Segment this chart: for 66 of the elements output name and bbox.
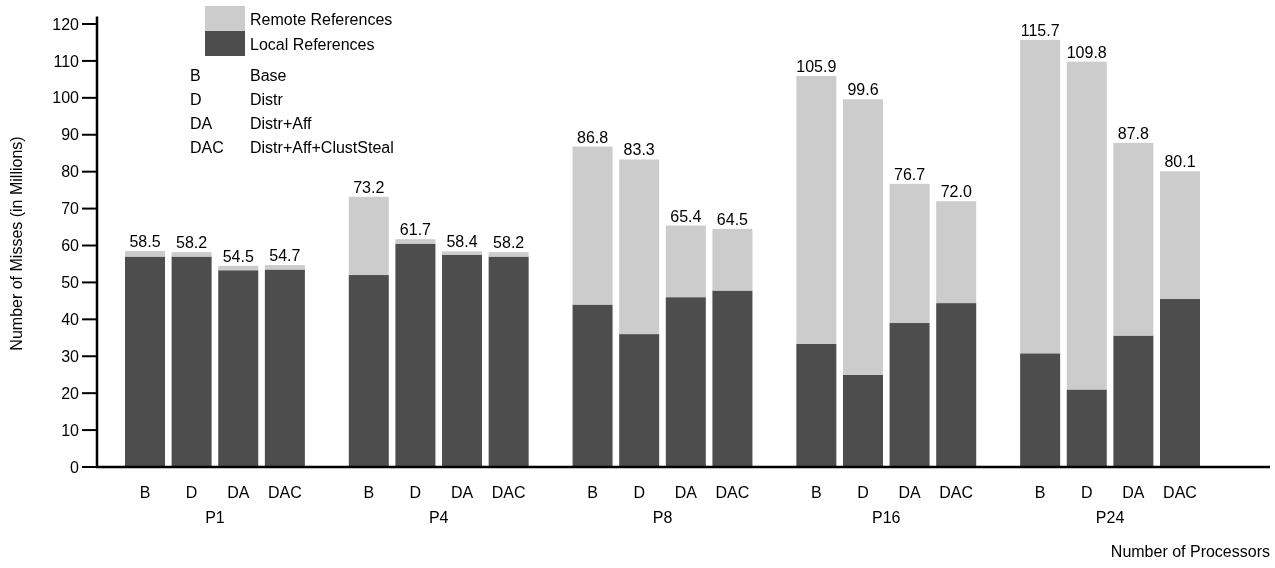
total-label: 72.0 — [940, 183, 972, 201]
total-label: 105.9 — [796, 58, 837, 76]
total-label: 58.4 — [446, 233, 478, 251]
x-tick-label: B — [587, 484, 598, 501]
y-tick-label: 30 — [61, 347, 80, 365]
text: B Base — [190, 66, 287, 84]
x-tick-label: D — [1080, 484, 1093, 501]
total-label: 54.7 — [269, 247, 301, 265]
total-label: 109.8 — [1066, 43, 1107, 61]
x-tick-label: D — [857, 484, 869, 501]
y-tick-label: 10 — [61, 421, 80, 439]
y-tick-label: 120 — [52, 15, 80, 33]
y-tick-label: 110 — [53, 52, 80, 70]
total-label: 58.2 — [176, 234, 208, 252]
x-tick-label: B — [139, 484, 151, 501]
x-tick-label: D — [409, 484, 422, 501]
total-label: 80.1 — [1164, 153, 1196, 171]
legend-label: Remote References — [250, 10, 393, 28]
y-axis-title: Number of Misses (in Millions) — [8, 136, 25, 351]
total-label: 54.5 — [222, 247, 254, 265]
y-tick-label: 40 — [61, 310, 80, 328]
total-label: 65.4 — [670, 207, 702, 225]
total-label: 83.3 — [623, 141, 655, 159]
total-label: 61.7 — [399, 221, 432, 239]
text: P1 — [205, 509, 225, 526]
text: P24 — [1095, 509, 1125, 526]
y-tick-label: 90 — [61, 126, 80, 144]
text: P8 — [652, 509, 673, 526]
total-label: 58.5 — [129, 233, 161, 251]
x-tick-label: DAC — [267, 484, 302, 501]
y-tick-label: 20 — [61, 384, 80, 402]
x-tick-label: B — [1034, 484, 1046, 501]
x-tick-label: B — [811, 484, 822, 501]
text: DA Distr+Aff — [190, 114, 312, 132]
text: DAC Distr+Aff+ClustSteal — [190, 138, 394, 156]
x-tick-label: DA — [898, 484, 922, 501]
x-tick-label: DAC — [939, 484, 974, 501]
x-tick-label: DA — [1122, 484, 1145, 501]
text: P16 — [872, 509, 901, 526]
y-tick-label: 100 — [52, 89, 80, 107]
y-tick-label: 0 — [70, 458, 80, 476]
total-label: 73.2 — [353, 178, 385, 196]
x-tick-label: D — [633, 484, 645, 501]
x-tick-label: DAC — [491, 484, 526, 501]
x-tick-label: D — [185, 484, 198, 501]
total-label: 86.8 — [577, 128, 609, 146]
x-tick-label: DAC — [1163, 484, 1197, 501]
total-label: 64.5 — [716, 210, 749, 228]
y-tick-label: 80 — [61, 163, 80, 181]
y-tick-label: 60 — [61, 237, 80, 255]
legend-label: Local References — [250, 35, 375, 53]
x-axis-title: Number of Processors — [1110, 543, 1270, 560]
total-label: 87.8 — [1117, 124, 1150, 142]
x-tick-label: DA — [674, 484, 698, 501]
x-tick-label: DAC — [715, 484, 750, 501]
x-tick-label: DA — [450, 484, 474, 501]
x-tick-label: DA — [227, 484, 250, 501]
y-tick-label: 50 — [61, 274, 80, 292]
y-tick-label: 70 — [61, 200, 80, 218]
total-label: 115.7 — [1020, 21, 1060, 39]
total-label: 76.7 — [894, 165, 926, 183]
text: D Distr — [190, 90, 283, 108]
total-label: 58.2 — [493, 234, 525, 252]
text: P4 — [428, 509, 449, 526]
total-label: 99.6 — [847, 81, 879, 99]
x-tick-label: B — [363, 484, 375, 501]
